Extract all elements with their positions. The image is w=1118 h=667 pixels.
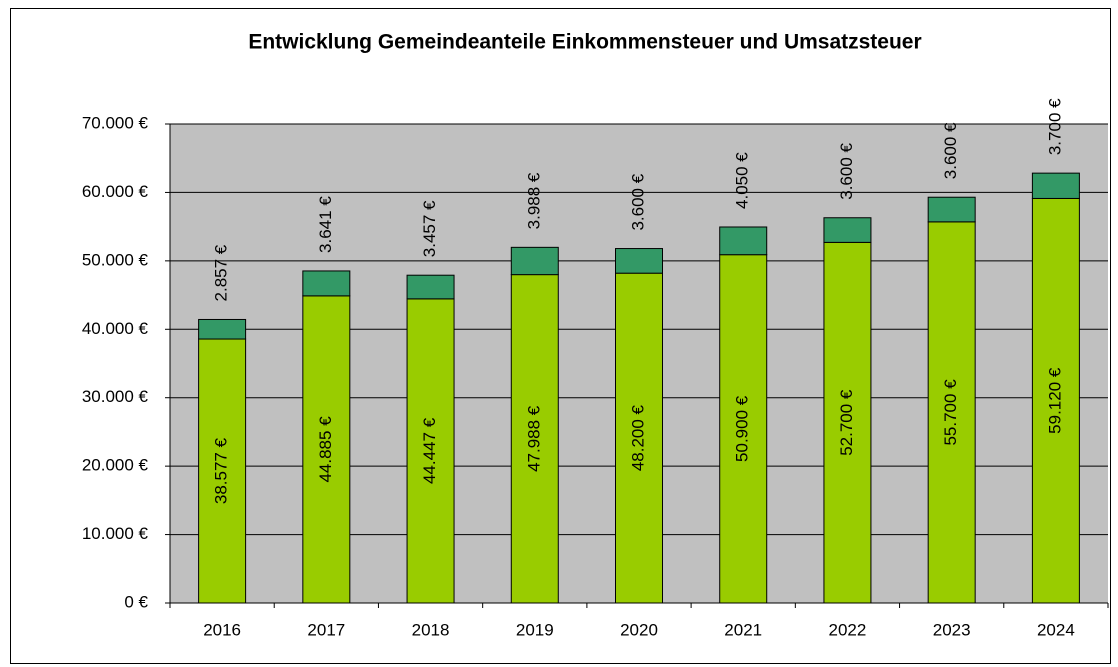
x-tick-label: 2022 [829, 620, 867, 639]
value-label: 3.988 € [524, 172, 543, 229]
value-label: 38.577 € [212, 437, 231, 504]
bar-segment [406, 298, 455, 604]
bar-segment [302, 295, 351, 604]
value-label: 48.200 € [628, 404, 647, 471]
y-tick-label: 50.000 € [82, 250, 149, 269]
bar-segment [510, 246, 559, 276]
value-label: 44.447 € [420, 417, 439, 484]
x-tick-label: 2016 [203, 620, 241, 639]
bar-segment [823, 217, 872, 243]
x-tick-label: 2023 [933, 620, 971, 639]
bar-segment [198, 338, 247, 604]
bar-segment [823, 241, 872, 604]
x-tick-label: 2020 [620, 620, 658, 639]
value-label: 3.457 € [420, 200, 439, 257]
bar-segment [302, 270, 351, 297]
value-label: 3.600 € [941, 122, 960, 179]
y-tick-label: 40.000 € [82, 319, 149, 338]
bar-segment [1031, 172, 1080, 199]
value-label: 3.600 € [837, 142, 856, 199]
value-label: 3.641 € [316, 196, 335, 253]
value-label: 59.120 € [1045, 367, 1064, 434]
bar-segment [615, 272, 663, 604]
y-tick-label: 30.000 € [82, 387, 149, 406]
value-label: 47.988 € [524, 405, 543, 472]
bar-segment [406, 274, 455, 300]
value-label: 52.700 € [837, 389, 856, 456]
bar-segment [719, 254, 768, 604]
x-tick-label: 2021 [724, 620, 762, 639]
chart-title: Entwicklung Gemeindeanteile Einkommenste… [248, 31, 921, 54]
bar-segment [927, 221, 976, 604]
x-tick-label: 2019 [516, 620, 554, 639]
y-tick-label: 10.000 € [82, 524, 149, 543]
bar-segment [198, 318, 247, 340]
x-tick-label: 2024 [1037, 620, 1075, 639]
value-label: 2.857 € [212, 244, 231, 301]
y-tick-label: 60.000 € [82, 182, 149, 201]
x-tick-label: 2018 [412, 620, 450, 639]
bar-segment [1031, 197, 1080, 604]
x-tick-label: 2017 [307, 620, 345, 639]
bar-segment [510, 274, 559, 604]
bar-segment [615, 248, 663, 274]
value-label: 4.050 € [733, 152, 752, 209]
value-label: 3.700 € [1045, 98, 1064, 155]
value-label: 55.700 € [941, 379, 960, 446]
value-label: 3.600 € [628, 173, 647, 230]
y-tick-label: 70.000 € [82, 113, 149, 132]
bar-segment [927, 196, 976, 223]
y-tick-label: 0 € [124, 592, 148, 611]
value-label: 44.885 € [316, 416, 335, 483]
bar-segment [719, 226, 768, 256]
value-label: 50.900 € [733, 395, 752, 462]
y-tick-label: 20.000 € [82, 456, 149, 475]
